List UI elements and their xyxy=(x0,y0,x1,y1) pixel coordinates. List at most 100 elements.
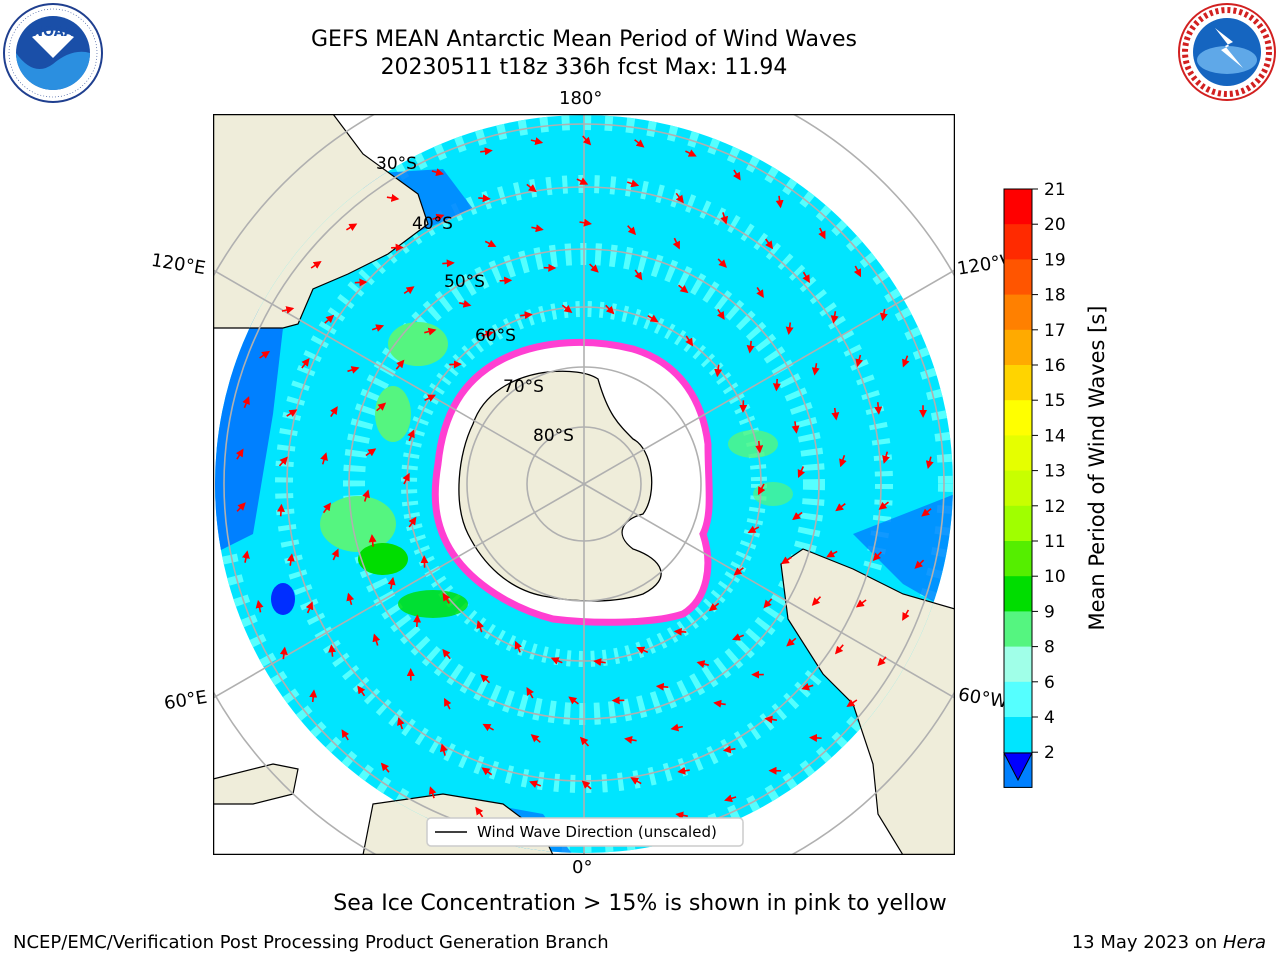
wind-arrow xyxy=(407,429,415,442)
wind-arrow xyxy=(301,358,310,369)
wind-arrow xyxy=(677,766,690,775)
wind-arrow xyxy=(763,598,773,609)
colorbar-tick-label: 13 xyxy=(1044,462,1066,482)
wind-arrow xyxy=(255,599,264,613)
wind-arrow xyxy=(818,227,826,240)
wind-arrow xyxy=(902,355,910,368)
colorbar-band xyxy=(1004,681,1032,718)
wind-arrow xyxy=(480,674,491,684)
lat-label-50s: 50°S xyxy=(444,272,485,292)
wind-arrow xyxy=(791,421,800,434)
wind-arrow xyxy=(478,194,491,203)
wind-arrow xyxy=(675,192,684,204)
colorbar-band xyxy=(1004,259,1032,296)
wind-arrow xyxy=(765,238,774,250)
wind-arrow xyxy=(855,354,864,368)
colorbar-band xyxy=(1004,365,1032,401)
wind-arrow xyxy=(802,271,810,284)
wind-arrow xyxy=(309,689,318,703)
wind-arrow xyxy=(403,286,415,295)
wind-arrow xyxy=(402,472,410,485)
wind-arrow xyxy=(605,304,615,315)
wind-arrow xyxy=(855,599,867,608)
antarctica xyxy=(458,370,662,602)
wind-arrow xyxy=(713,699,726,708)
map-legend: Wind Wave Direction (unscaled) xyxy=(426,817,744,847)
wind-arrow xyxy=(442,592,451,604)
wind-arrow xyxy=(236,502,246,512)
wind-arrow xyxy=(772,378,781,392)
colorbar-tick-label: 15 xyxy=(1044,391,1066,411)
wind-arrow xyxy=(330,406,338,418)
colorbar-band xyxy=(1004,224,1032,260)
wind-arrow xyxy=(395,359,405,370)
wind-arrow xyxy=(530,734,541,743)
lon-label-0: 0° xyxy=(572,857,593,878)
wind-arrow xyxy=(834,644,844,655)
wind-arrow xyxy=(428,786,437,799)
wind-arrow xyxy=(780,556,792,565)
wind-arrow xyxy=(755,440,764,454)
colorbar-tick-label: 17 xyxy=(1044,321,1066,341)
colorbar-tick-label: 16 xyxy=(1044,356,1066,376)
wind-arrow xyxy=(902,609,910,621)
colorbar-band xyxy=(1004,470,1032,507)
lat-label-60s: 60°S xyxy=(475,326,516,346)
wind-arrow xyxy=(809,733,822,742)
wind-arrow xyxy=(397,717,405,730)
wind-arrow xyxy=(341,729,350,741)
wind-arrow xyxy=(408,516,417,528)
colorbar-tick-label: 2 xyxy=(1044,743,1055,763)
wind-arrow xyxy=(746,340,755,354)
wind-arrow xyxy=(581,780,592,790)
colorbar: 21 20 19 18 17 16 15 14 13 12 11 10 9 8 6 4 2 xyxy=(1003,182,1066,788)
colorbar-tick-label: 10 xyxy=(1044,567,1066,587)
wind-arrow xyxy=(324,314,335,324)
wind-arrow xyxy=(801,682,814,691)
lat-label-70s: 70°S xyxy=(503,377,544,397)
wind-arrow xyxy=(672,237,680,250)
wind-arrow xyxy=(714,364,723,378)
wind-arrow xyxy=(362,489,370,502)
footer-date-text: 13 May 2023 on xyxy=(1071,932,1223,953)
colorbar-band xyxy=(1004,400,1032,436)
lon-label-180: 180° xyxy=(559,88,603,109)
wind-arrow xyxy=(775,195,784,209)
wind-arrow xyxy=(685,149,697,157)
colorbar-band xyxy=(1004,294,1032,331)
wind-arrow xyxy=(475,806,484,818)
colorbar-band xyxy=(1004,541,1032,577)
wind-arrow xyxy=(310,261,322,269)
wind-arrow xyxy=(579,218,592,227)
wind-arrow xyxy=(882,451,890,464)
wind-arrow xyxy=(756,286,764,299)
wind-arrow xyxy=(630,777,642,785)
wind-arrow xyxy=(387,576,396,590)
wind-arrow xyxy=(278,456,288,467)
colorbar-tick-label: 14 xyxy=(1044,426,1066,446)
wind-arrow xyxy=(839,455,847,468)
chart-title: GEFS MEAN Antarctic Mean Period of Wind … xyxy=(311,27,857,52)
wind-arrow xyxy=(925,456,934,469)
wind-arrow xyxy=(442,648,451,660)
wind-arrow xyxy=(413,614,422,628)
wind-arrow xyxy=(476,620,485,633)
colorbar-tick-label: 21 xyxy=(1044,182,1066,200)
wind-arrow xyxy=(459,299,472,308)
wind-arrow xyxy=(589,263,599,273)
wind-arrow xyxy=(432,213,445,222)
wind-arrow xyxy=(647,314,659,323)
wind-arrow xyxy=(811,363,820,376)
wind-arrow xyxy=(826,550,838,558)
wind-arrow xyxy=(514,640,523,653)
colorbar-tick-label: 19 xyxy=(1044,250,1066,270)
wind-arrow xyxy=(386,193,400,202)
wind-arrow xyxy=(484,239,497,247)
colorbar-band xyxy=(1004,329,1032,366)
wind-arrow xyxy=(670,723,683,732)
chart-subtitle: 20230511 t18z 336h fcst Max: 11.94 xyxy=(380,55,788,80)
wind-arrow xyxy=(747,525,760,533)
wind-arrow xyxy=(482,723,494,732)
colorbar-tick-label: 8 xyxy=(1044,638,1055,658)
wind-arrow xyxy=(732,169,741,181)
